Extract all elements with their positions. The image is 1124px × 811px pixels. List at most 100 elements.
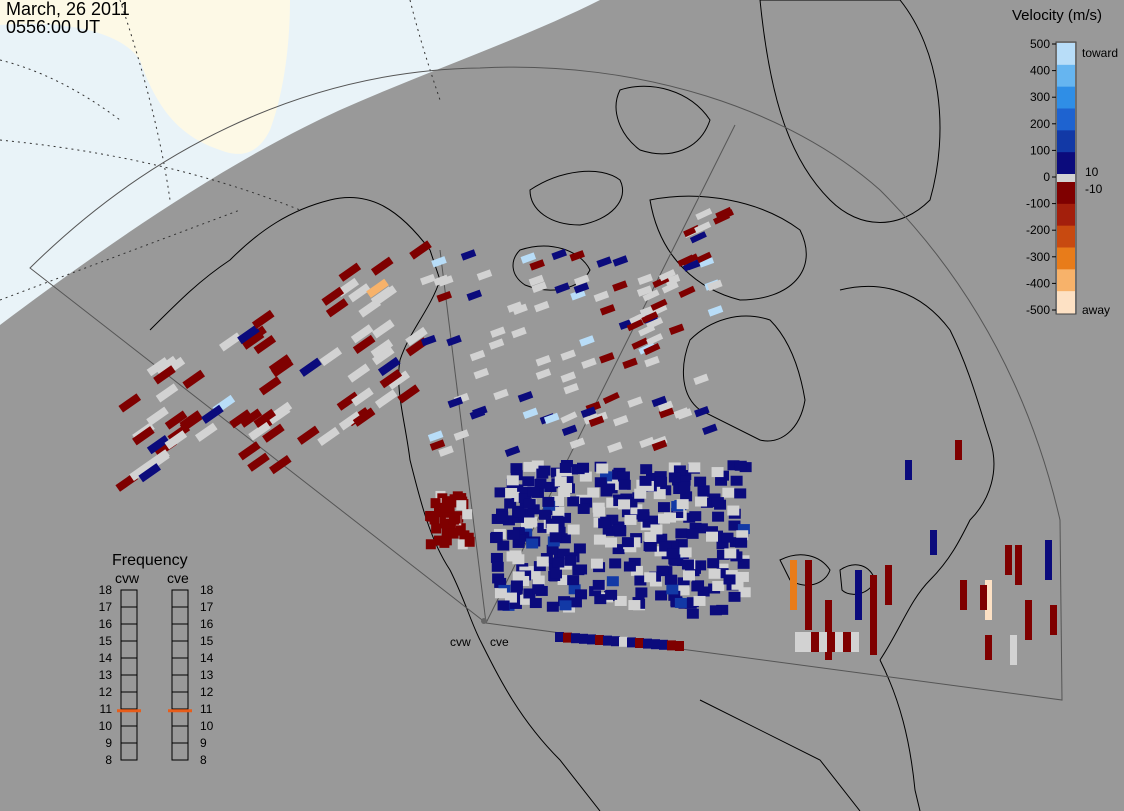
radar-echo-cell	[299, 357, 322, 377]
radar-echo-cell	[618, 479, 631, 490]
radar-echo-cell	[693, 595, 706, 606]
radar-echo-cell	[594, 477, 607, 488]
frequency-tick-label-right: 9	[200, 736, 207, 750]
radar-echo-cell	[637, 509, 650, 520]
velocity-colorbar-segment	[1057, 86, 1075, 109]
radar-echo-cell	[560, 482, 573, 493]
radar-echo-cell	[1015, 545, 1022, 585]
radar-echo-cell	[651, 395, 668, 408]
radar-echo-cell	[555, 632, 564, 642]
radar-echo-cell	[587, 487, 600, 498]
radar-echo-cell	[635, 638, 644, 648]
radar-echo-cell	[637, 273, 653, 286]
radar-echo-cell	[409, 240, 432, 260]
radar-echo-cell	[885, 565, 892, 605]
velocity-tick-label: -300	[1026, 250, 1050, 264]
radar-echo-cell	[537, 522, 550, 533]
radar-echo-cell	[429, 439, 446, 451]
radar-echo-cell	[697, 486, 710, 497]
radar-echo-cell	[644, 355, 660, 368]
radar-echo-cell	[561, 476, 574, 487]
radar-echo-cell	[599, 304, 616, 316]
radar-echo-cell	[523, 498, 536, 509]
radar-echo-cell	[590, 558, 603, 569]
frequency-scales: 18 18 17 17 16 16 15 15 14 14 13 13 12 12 11 11 10 10 9 9 8 8	[99, 583, 214, 767]
radar-echo-cell	[592, 579, 605, 590]
radar-echo-cell	[667, 640, 676, 651]
radar-echo-cell	[960, 580, 967, 610]
velocity-colorbar-segments	[1057, 43, 1075, 314]
radar-echo-cell	[851, 632, 859, 652]
radar-echo-cell	[614, 595, 627, 606]
radar-echo-cell	[420, 334, 437, 347]
radar-echo-cell	[510, 470, 523, 481]
radar-echo-cell	[667, 548, 680, 559]
radar-echo-cell	[647, 515, 660, 526]
radar-echo-cell	[352, 334, 376, 354]
radar-echo-cell	[573, 543, 586, 554]
radar-echo-cell	[551, 515, 564, 526]
radar-echo-cell	[644, 531, 657, 542]
radar-echo-cell	[657, 400, 674, 412]
velocity-tick-label: 300	[1030, 90, 1050, 104]
radar-echo-cell	[497, 600, 510, 611]
radar-echo-cell	[676, 408, 693, 420]
radar-echo-cell	[668, 554, 681, 565]
radar-echo-cell	[653, 489, 666, 500]
radar-echo-cell	[438, 445, 454, 457]
radar-echo-cell	[520, 252, 537, 264]
radar-echo-cell	[546, 601, 559, 612]
radar-echo-cell	[244, 325, 267, 345]
radar-echo-cell	[507, 529, 520, 540]
radar-echo-cell	[488, 338, 505, 350]
radar-echo-cell	[721, 532, 734, 543]
radar-echo-cell	[655, 476, 668, 487]
radar-echo-cell	[552, 557, 565, 568]
radar-echo-cell	[825, 600, 832, 660]
radar-echo-cell	[536, 556, 549, 567]
radar-echo-cell	[237, 324, 260, 345]
radar-echo-cell	[531, 281, 547, 293]
frequency-tick-label-left: 10	[99, 719, 113, 733]
radar-echo-cell	[695, 523, 708, 534]
radar-echo-cell	[494, 588, 507, 599]
coastlines	[149, 0, 995, 811]
radar-echo-cell	[319, 346, 343, 367]
radar-echo-cell	[619, 636, 628, 647]
radar-echo-cell	[352, 407, 376, 427]
radar-echo-cell	[427, 430, 444, 442]
radar-echo-cell	[247, 452, 270, 472]
radar-echo-cell	[146, 406, 169, 426]
radar-echo-cell	[433, 535, 444, 546]
radar-echo-cell	[985, 580, 992, 620]
radar-echo-cell	[627, 396, 643, 408]
radar-echo-cell	[449, 494, 460, 505]
velocity-tick-label: 400	[1030, 64, 1050, 78]
radar-echo-cell	[643, 343, 661, 356]
radar-echo-cell	[930, 530, 937, 555]
radar-echo-cell	[612, 414, 629, 427]
radar-echo-cell	[397, 384, 420, 404]
radar-echo-cell	[612, 544, 625, 555]
radar-echo-cell	[504, 498, 517, 509]
radar-echo-cell	[469, 408, 486, 420]
radar-echo-cell	[527, 504, 540, 515]
frequency-panel: Frequency cvw cve 18 18 17 17 16 16 15 15 14 14 13…	[99, 552, 214, 767]
radar-echo-cell	[529, 598, 542, 609]
radar-echo-cell	[374, 285, 397, 305]
radar-echo-cell	[790, 560, 797, 610]
radar-echo-cell	[575, 589, 588, 600]
radar-echo-cell	[728, 591, 741, 602]
radar-echo-cell	[707, 305, 724, 317]
radar-echo-cell	[657, 513, 670, 524]
velocity-colorbar-ticks: 500 400 300 200 100 0 -100 -200 -300 -400 -500	[1026, 37, 1056, 317]
velocity-colorbar: Velocity (m/s) 500 400 300 200 100 0 -100 -200 -…	[1012, 7, 1118, 317]
radar-sites: cvw cve	[450, 618, 509, 649]
radar-site-cvw-label: cvw	[450, 635, 471, 649]
radar-echo-cell	[675, 539, 688, 550]
velocity-tick-label: 0	[1043, 170, 1050, 184]
radar-echo-cell	[642, 289, 660, 302]
radar-echo-cell	[132, 426, 155, 446]
radar-echo-cell	[568, 584, 581, 595]
radar-echo-cell	[561, 424, 578, 436]
